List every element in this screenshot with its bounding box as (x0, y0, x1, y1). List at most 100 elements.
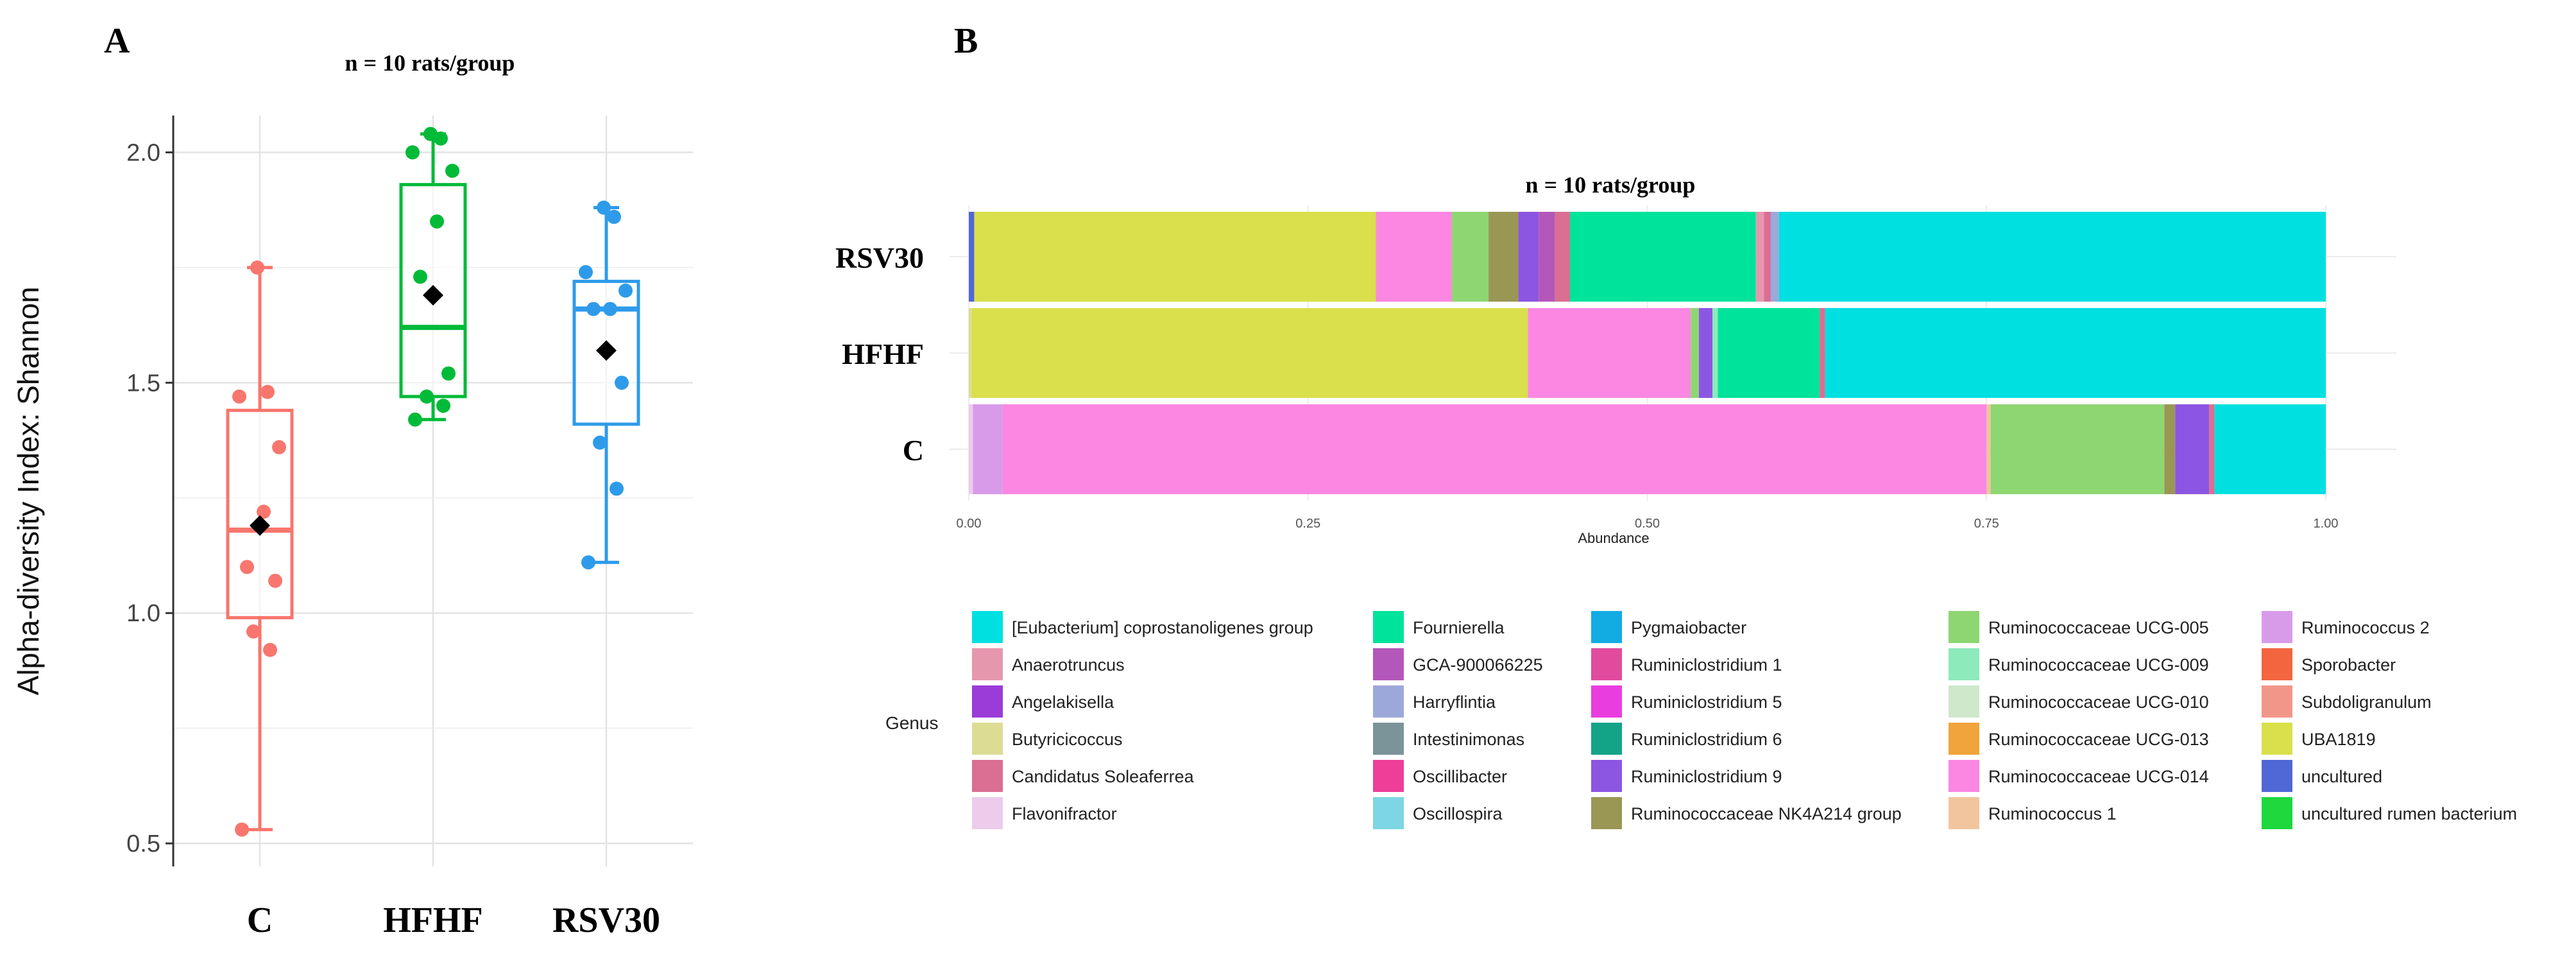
legend-item: Sporobacter (2262, 648, 2396, 680)
legend-label: Pygmaiobacter (1631, 618, 1746, 637)
bar-segment (969, 212, 975, 302)
legend-label: Ruminiclostridium 5 (1631, 693, 1782, 712)
data-point (610, 481, 624, 496)
x-tick-label: 0.00 (957, 517, 982, 531)
bar-segment (1376, 212, 1452, 302)
x-category-label: RSV30 (552, 900, 660, 940)
data-point (441, 366, 456, 381)
bar-segment (1002, 404, 1987, 494)
data-point (240, 560, 254, 574)
bar-segment (1712, 308, 1718, 398)
bar-segment (1770, 212, 1779, 302)
x-tick-label: 1.00 (2314, 517, 2339, 531)
legend-item: Ruminiclostridium 1 (1591, 648, 1782, 680)
legend-swatch (1373, 723, 1404, 755)
bar-segment (1820, 308, 1825, 398)
legend-label: Ruminococcus 2 (2301, 618, 2430, 637)
data-point (607, 209, 621, 224)
bar-segment (1555, 212, 1570, 302)
legend-swatch (972, 611, 1003, 643)
legend-label: Butyricicoccus (1012, 730, 1123, 749)
legend-item: Angelakisella (972, 685, 1114, 718)
legend-label: Harryflintia (1413, 693, 1496, 712)
legend-swatch (1591, 797, 1622, 829)
panel-a-y-axis-title: Alpha-diversity Index: Shannon (12, 287, 45, 696)
bar-segment (1518, 212, 1539, 302)
legend-label: Ruminococcaceae UCG-013 (1988, 730, 2209, 749)
legend-swatch (1373, 797, 1404, 829)
data-point (615, 375, 629, 390)
x-tick-label: 0.75 (1974, 517, 1999, 531)
y-tick-label: 0.5 (126, 830, 160, 857)
genus-legend: [Eubacterium] coprostanoligenes group Ana… (972, 611, 2517, 829)
data-point (232, 389, 246, 404)
data-point (445, 164, 459, 178)
legend-item: Pygmaiobacter (1591, 611, 1746, 643)
legend-title: Genus (885, 713, 939, 733)
data-point (593, 435, 607, 450)
legend-item: Ruminococcus 1 (1949, 797, 2117, 829)
bar-segment (2175, 404, 2210, 494)
box-group-rsv30 (572, 200, 640, 570)
bar-segment (1990, 404, 2165, 494)
x-tick-label: 0.25 (1295, 517, 1320, 531)
y-tick-label: 1.5 (126, 370, 160, 397)
bar-segment (1778, 212, 2326, 302)
bar-segment (2209, 404, 2215, 494)
x-tick-label: 0.50 (1635, 517, 1660, 531)
data-point (618, 283, 633, 298)
legend-swatch (1591, 611, 1622, 643)
legend-item: Ruminiclostridium 9 (1591, 760, 1782, 792)
x-category-label: HFHF (383, 900, 483, 940)
stacked-bar-hfhf (969, 308, 2326, 398)
legend-swatch (2262, 797, 2292, 829)
legend-swatch (2262, 760, 2292, 792)
data-point (586, 302, 601, 316)
legend-label: Oscillospira (1413, 804, 1503, 823)
legend-item: Oscillibacter (1373, 760, 1507, 792)
box-group-hfhf (399, 126, 467, 427)
legend-item: [Eubacterium] coprostanoligenes group (972, 611, 1313, 643)
legend-swatch (1373, 648, 1404, 680)
bar-segment (1451, 212, 1489, 302)
legend-swatch (1949, 685, 1979, 718)
legend-label: Angelakisella (1012, 693, 1114, 712)
y-category-label: RSV30 (835, 241, 924, 274)
legend-swatch (972, 723, 1003, 755)
data-point (405, 145, 420, 160)
legend-swatch (972, 797, 1003, 829)
legend-swatch (1373, 685, 1404, 718)
data-point (257, 504, 271, 519)
data-point (260, 384, 275, 399)
box-group-c (226, 260, 294, 837)
legend-swatch (1949, 611, 1979, 643)
data-point (408, 412, 422, 427)
stacked-bar-c (969, 404, 2326, 494)
x-category-label: C (247, 900, 273, 940)
bar-segment (1539, 212, 1555, 302)
legend-label: Candidatus Soleaferrea (1012, 767, 1195, 786)
panel-b-y-category-labels: RSV30 HFHF C (835, 241, 924, 467)
legend-item: Ruminococcus 2 (2262, 611, 2430, 643)
legend-swatch (2262, 723, 2292, 755)
legend-swatch (972, 648, 1003, 680)
panel-b-label: B (954, 21, 978, 61)
legend-item: Intestinimonas (1373, 723, 1524, 755)
stacked-bar-rsv30 (969, 212, 2326, 302)
legend-item: GCA-900066225 (1373, 648, 1543, 680)
mean-diamond (423, 284, 443, 305)
legend-item: UBA1819 (2262, 723, 2376, 755)
panel-b-title: n = 10 rats/group (1526, 172, 1696, 198)
legend-item: Fournierella (1373, 611, 1505, 643)
legend-label: GCA-900066225 (1413, 655, 1543, 675)
legend-label: Ruminiclostridium 9 (1631, 767, 1782, 786)
panel-a-x-ticks: C HFHF RSV30 (247, 900, 660, 940)
y-tick-label: 2.0 (126, 139, 160, 166)
bar-segment (2214, 404, 2326, 494)
legend-item: Ruminiclostridium 5 (1591, 685, 1782, 718)
legend-swatch (1591, 760, 1622, 792)
legend-item: Candidatus Soleaferrea (972, 760, 1195, 792)
legend-label: uncultured (2301, 767, 2382, 786)
